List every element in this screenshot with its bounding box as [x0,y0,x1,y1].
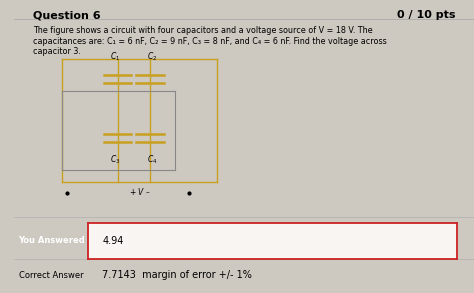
Text: $C_1$: $C_1$ [110,50,120,63]
Text: $C_3$: $C_3$ [110,154,120,166]
Text: 0 / 10 pts: 0 / 10 pts [397,10,456,20]
Text: 4.94: 4.94 [102,236,124,246]
Text: Correct Answer: Correct Answer [18,271,83,280]
Text: + $V$ –: + $V$ – [128,186,150,197]
Text: 7.7143  margin of error +/- 1%: 7.7143 margin of error +/- 1% [102,270,252,280]
Text: capacitances are: C₁ = 6 nF, C₂ = 9 nF, C₃ = 8 nF, and C₄ = 6 nF. Find the volta: capacitances are: C₁ = 6 nF, C₂ = 9 nF, … [33,37,386,46]
Text: $C_2$: $C_2$ [147,50,157,63]
Text: $C_4$: $C_4$ [147,154,157,166]
Text: You Answered: You Answered [18,236,84,246]
Text: capacitor 3.: capacitor 3. [33,47,81,56]
Text: Question 6: Question 6 [33,10,100,20]
Text: The figure shows a circuit with four capacitors and a voltage source of V = 18 V: The figure shows a circuit with four cap… [33,26,372,35]
